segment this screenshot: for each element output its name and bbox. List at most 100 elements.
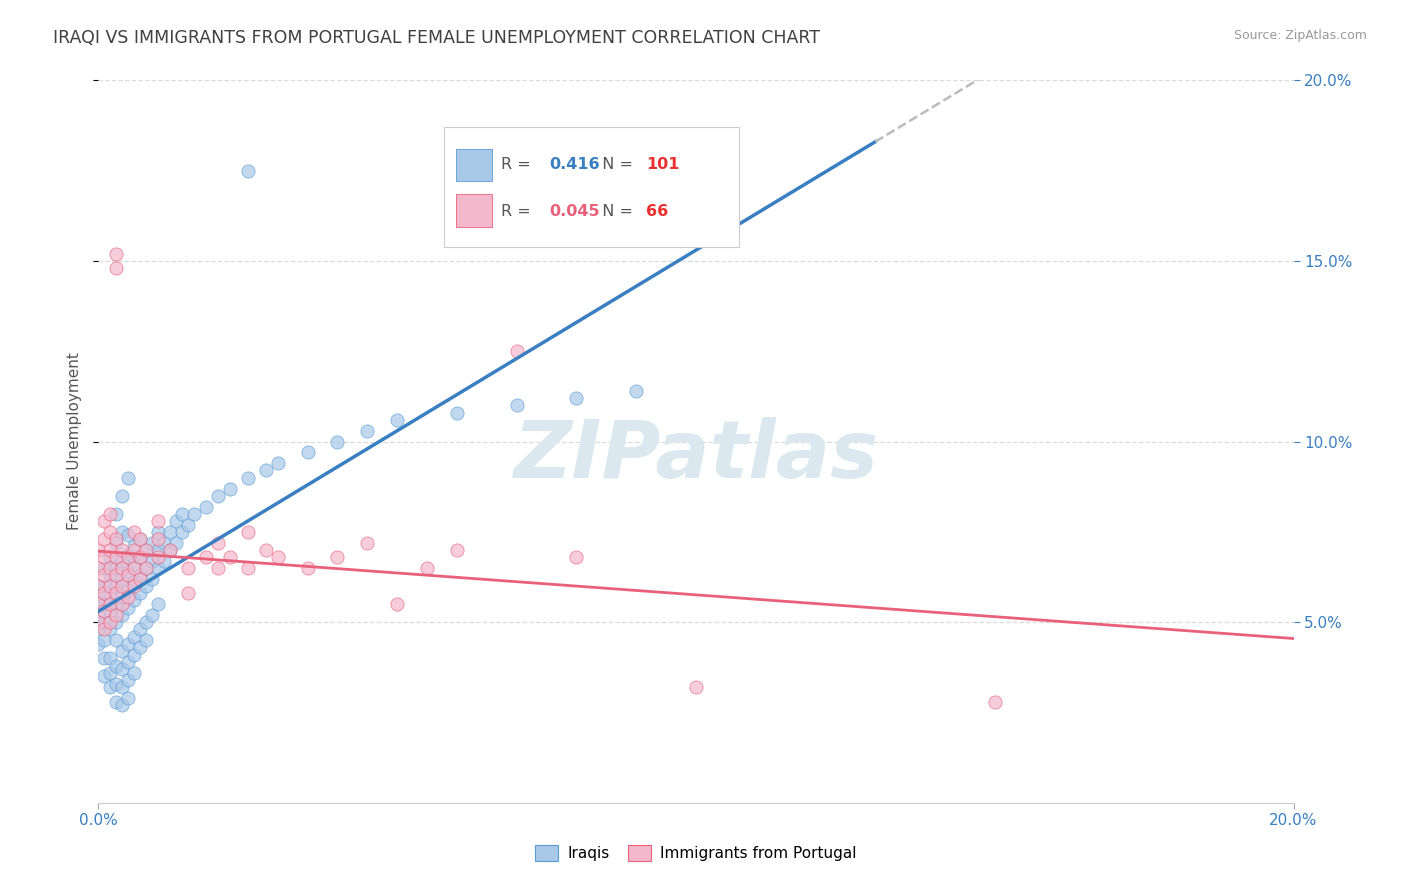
Point bbox=[135, 542, 157, 557]
Point bbox=[105, 586, 128, 600]
Point bbox=[105, 261, 128, 276]
Point bbox=[446, 406, 468, 420]
Point bbox=[135, 561, 157, 575]
Point bbox=[141, 572, 163, 586]
Point bbox=[124, 648, 146, 662]
Point bbox=[195, 500, 218, 514]
Point bbox=[236, 524, 259, 539]
Point bbox=[117, 565, 139, 579]
Text: R =: R = bbox=[501, 203, 536, 219]
Point bbox=[117, 582, 139, 597]
Point bbox=[183, 507, 205, 521]
Text: R =: R = bbox=[501, 157, 536, 172]
Point bbox=[93, 532, 115, 546]
Point bbox=[105, 597, 128, 611]
Point bbox=[111, 489, 134, 503]
Point bbox=[98, 568, 122, 582]
Point bbox=[148, 561, 170, 575]
Point bbox=[98, 524, 122, 539]
Point bbox=[129, 623, 152, 637]
Point bbox=[117, 600, 139, 615]
Point bbox=[111, 579, 134, 593]
Point bbox=[236, 471, 259, 485]
FancyBboxPatch shape bbox=[444, 127, 740, 247]
Point bbox=[105, 507, 128, 521]
Point bbox=[93, 651, 115, 665]
Point bbox=[98, 665, 122, 680]
Point bbox=[219, 482, 242, 496]
Text: 66: 66 bbox=[645, 203, 668, 219]
Text: N =: N = bbox=[592, 203, 638, 219]
Point bbox=[105, 535, 128, 549]
Point bbox=[98, 542, 122, 557]
Point bbox=[117, 673, 139, 687]
FancyBboxPatch shape bbox=[456, 194, 492, 227]
Point bbox=[111, 662, 134, 676]
Point bbox=[148, 542, 170, 557]
Point bbox=[87, 579, 110, 593]
Point bbox=[446, 542, 468, 557]
Point bbox=[111, 590, 134, 604]
Point bbox=[117, 547, 139, 561]
Point bbox=[93, 597, 115, 611]
Point bbox=[93, 633, 115, 648]
Point bbox=[124, 630, 146, 644]
Point bbox=[135, 542, 157, 557]
Point bbox=[105, 561, 128, 575]
Point bbox=[105, 658, 128, 673]
Point bbox=[172, 524, 194, 539]
Point bbox=[124, 542, 146, 557]
Point bbox=[93, 514, 115, 528]
Point bbox=[124, 593, 146, 607]
Point bbox=[98, 561, 122, 575]
Point bbox=[385, 597, 409, 611]
Point bbox=[105, 568, 128, 582]
Point bbox=[565, 550, 588, 565]
Point bbox=[141, 607, 163, 622]
Text: ZIPatlas: ZIPatlas bbox=[513, 417, 879, 495]
Point bbox=[124, 558, 146, 572]
Point bbox=[236, 163, 259, 178]
Point bbox=[117, 590, 139, 604]
Point bbox=[219, 550, 242, 565]
Point bbox=[254, 542, 277, 557]
Point bbox=[135, 633, 157, 648]
FancyBboxPatch shape bbox=[456, 149, 492, 181]
Point bbox=[195, 550, 218, 565]
Point bbox=[177, 586, 200, 600]
Point bbox=[129, 550, 152, 565]
Point bbox=[111, 524, 134, 539]
Point bbox=[98, 579, 122, 593]
Point bbox=[356, 424, 378, 438]
Point bbox=[172, 507, 194, 521]
Point bbox=[356, 535, 378, 549]
Point bbox=[159, 542, 181, 557]
Point bbox=[98, 623, 122, 637]
Point bbox=[267, 550, 290, 565]
Point bbox=[93, 615, 115, 630]
Point bbox=[93, 669, 115, 683]
Point bbox=[111, 698, 134, 713]
Point bbox=[105, 676, 128, 690]
Point bbox=[87, 561, 110, 575]
Point bbox=[93, 561, 115, 575]
Point bbox=[141, 554, 163, 568]
Point bbox=[105, 579, 128, 593]
Point bbox=[148, 532, 170, 546]
Point bbox=[207, 489, 229, 503]
Point bbox=[207, 561, 229, 575]
Point bbox=[111, 597, 134, 611]
Point bbox=[177, 517, 200, 532]
Point bbox=[165, 535, 187, 549]
Point bbox=[98, 550, 122, 565]
Point bbox=[87, 579, 110, 593]
Point bbox=[129, 568, 152, 582]
Point bbox=[153, 535, 176, 549]
Point bbox=[117, 691, 139, 706]
Point bbox=[111, 572, 134, 586]
Point bbox=[98, 604, 122, 618]
Point bbox=[416, 561, 439, 575]
Point bbox=[626, 384, 648, 398]
Point bbox=[98, 586, 122, 600]
Point bbox=[93, 579, 115, 593]
